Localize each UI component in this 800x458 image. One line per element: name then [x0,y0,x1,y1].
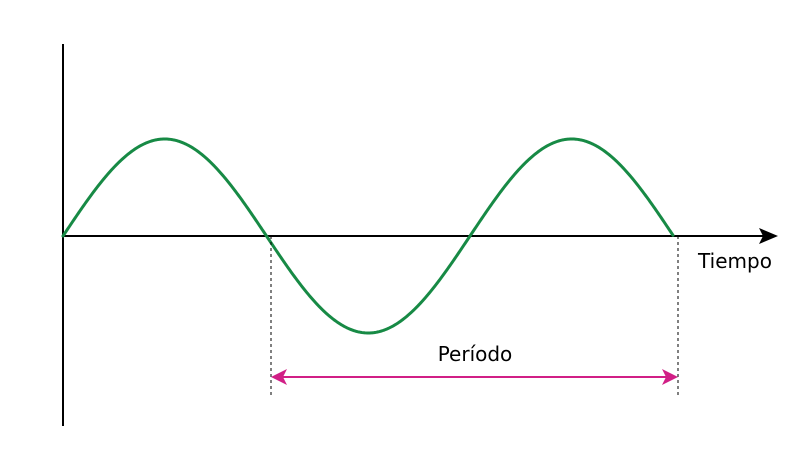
period-arrow-left-head [271,369,287,385]
time-axis-arrowhead [759,228,778,244]
time-axis-label: Tiempo [697,249,772,273]
period-arrow-right-head [662,369,678,385]
sine-wave [61,137,675,335]
period-label: Período [438,342,513,366]
